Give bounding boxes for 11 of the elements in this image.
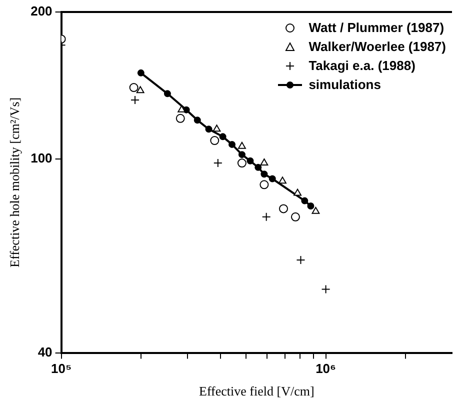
legend-label: Walker/Woerlee (1987) xyxy=(308,39,446,54)
y-tick-label: 100 xyxy=(30,150,52,166)
legend-label: Watt / Plummer (1987) xyxy=(308,20,444,35)
x-axis-title: Effective field [V/cm] xyxy=(199,384,314,399)
legend-label: simulations xyxy=(308,77,381,92)
legend-label: Takagi e.a. (1988) xyxy=(308,58,416,73)
y-tick-label: 200 xyxy=(30,4,52,19)
x-tick-label: 10⁶ xyxy=(316,361,336,376)
y-tick-label: 40 xyxy=(38,344,52,360)
x-tick-label: 10⁵ xyxy=(51,361,72,376)
y-axis-title: Effective hole mobility [cm²/Vs] xyxy=(7,97,22,268)
